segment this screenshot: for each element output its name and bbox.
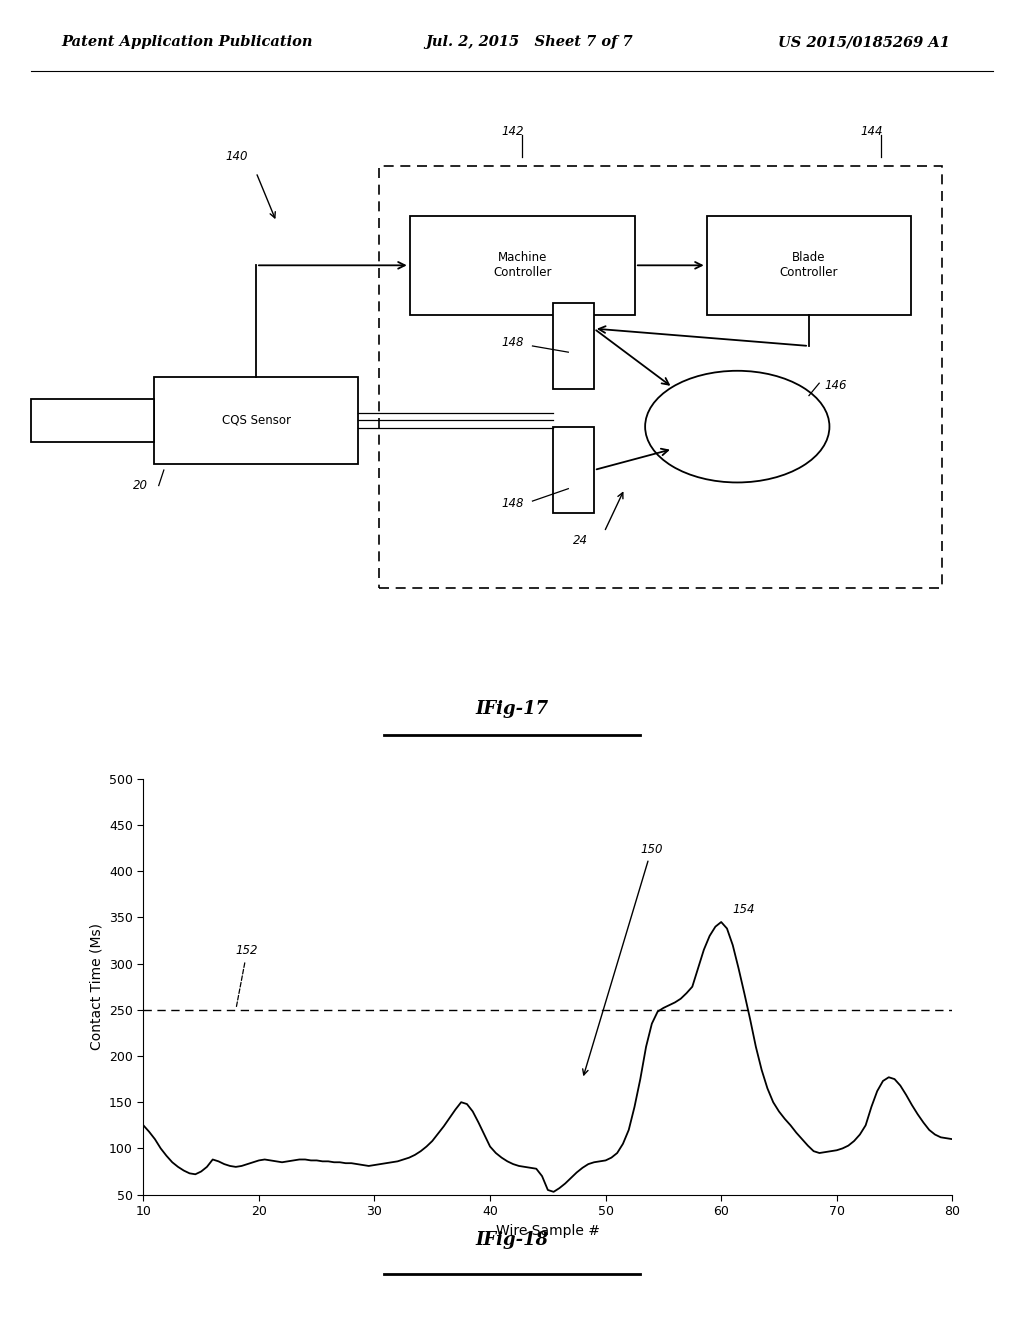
Text: 20: 20 bbox=[133, 479, 148, 491]
Text: 150: 150 bbox=[583, 842, 663, 1074]
Text: US 2015/0185269 A1: US 2015/0185269 A1 bbox=[778, 36, 950, 49]
Text: 140: 140 bbox=[225, 150, 248, 162]
Bar bbox=[31, 399, 154, 442]
Text: 148: 148 bbox=[502, 498, 524, 511]
Bar bbox=[410, 215, 635, 315]
Bar bbox=[379, 166, 942, 587]
Text: 152: 152 bbox=[236, 944, 258, 1007]
Text: IFig-17: IFig-17 bbox=[475, 700, 549, 718]
X-axis label: Wire Sample #: Wire Sample # bbox=[496, 1224, 600, 1238]
Text: IFig-18: IFig-18 bbox=[475, 1230, 549, 1249]
Bar bbox=[707, 215, 911, 315]
Text: 142: 142 bbox=[502, 125, 524, 139]
Text: 154: 154 bbox=[733, 903, 756, 916]
Text: 24: 24 bbox=[573, 535, 589, 548]
Text: 146: 146 bbox=[824, 379, 847, 392]
Y-axis label: Contact Time (Ms): Contact Time (Ms) bbox=[89, 923, 103, 1051]
Text: Patent Application Publication: Patent Application Publication bbox=[61, 36, 313, 49]
Text: 144: 144 bbox=[860, 125, 883, 139]
Text: Jul. 2, 2015   Sheet 7 of 7: Jul. 2, 2015 Sheet 7 of 7 bbox=[425, 36, 633, 49]
Text: Blade
Controller: Blade Controller bbox=[779, 251, 839, 280]
Circle shape bbox=[645, 371, 829, 483]
Bar bbox=[553, 426, 594, 513]
Bar bbox=[553, 302, 594, 389]
Text: Machine
Controller: Machine Controller bbox=[493, 251, 552, 280]
Text: 148: 148 bbox=[502, 337, 524, 348]
Text: CQS Sensor: CQS Sensor bbox=[221, 414, 291, 426]
Bar bbox=[154, 378, 358, 463]
